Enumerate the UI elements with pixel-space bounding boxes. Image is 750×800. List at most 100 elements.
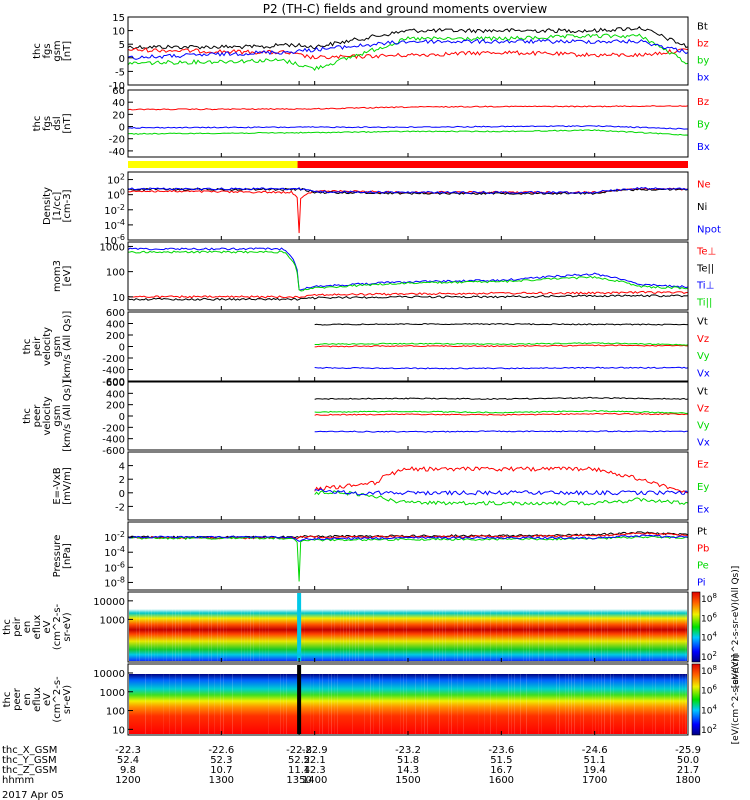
pressure-yticklabel-3: 10-8 — [104, 575, 125, 589]
peir_eflux-cbtick-3: 102 — [701, 650, 717, 663]
peir_eflux-stripe — [178, 609, 179, 661]
peer_velocity-yticklabel-0: -600 — [102, 446, 125, 457]
peir_eflux-stripe — [496, 609, 497, 661]
peir_velocity-yticklabel-3: 0 — [119, 343, 125, 354]
peer_eflux-stripe — [439, 674, 440, 734]
temperature-series-0 — [127, 290, 689, 299]
peer_eflux-stripe — [181, 674, 182, 734]
peir_velocity-frame — [127, 311, 689, 382]
peer_eflux-stripe — [334, 674, 335, 734]
mode-bar-segment-0 — [128, 161, 298, 168]
temperature-yticklabel-1: 100 — [106, 268, 125, 279]
peer_velocity-yticklabel-1: -400 — [102, 435, 125, 446]
peer_velocity-frame — [127, 381, 689, 451]
peir_eflux-stripe — [622, 609, 623, 661]
peer_eflux-stripe — [571, 674, 572, 734]
peer_eflux-stripe — [169, 674, 170, 734]
peer_velocity-series-1 — [314, 412, 689, 416]
peer_eflux-stripe — [478, 674, 479, 734]
temperature-yticklabel-0: 1000 — [100, 242, 125, 253]
peer_eflux-stripe — [592, 674, 593, 734]
xaxis-value-2-2: 11.4 — [288, 765, 310, 776]
peir_eflux-stripe — [247, 609, 248, 661]
peer_eflux-stripe — [448, 674, 449, 734]
peer_eflux-stripe — [145, 674, 146, 734]
peir_eflux-stripe — [439, 609, 440, 661]
fgs_dsl-yticklabel-2: 0 — [119, 123, 125, 134]
xaxis-value-0-5: -23.6 — [488, 745, 514, 756]
peir_eflux-stripe — [181, 609, 182, 661]
peir_eflux-stripe — [502, 609, 503, 661]
pressure-series-3 — [127, 534, 689, 542]
peir_eflux-stripe — [334, 609, 335, 661]
peir_eflux-stripe — [436, 609, 437, 661]
peer_eflux-stripe — [598, 674, 599, 734]
peer_eflux-stripe — [400, 674, 401, 734]
peir_eflux-stripe — [484, 609, 485, 661]
density-yticklabel-0: 102 — [107, 173, 125, 187]
fgs_gsm-series-3 — [127, 38, 689, 60]
pressure-frame — [127, 521, 689, 591]
efield-legend-2: Ex — [697, 505, 709, 516]
peer_eflux-ylabel-6: sr-eV) — [62, 685, 73, 714]
peer_velocity-yticklabel-2: -200 — [102, 423, 125, 434]
peir_eflux-yticklabel-0: 10000 — [93, 597, 125, 608]
fgs_dsl-yticklabel-3: 20 — [112, 110, 125, 121]
peer_eflux-stripe — [514, 674, 515, 734]
peir_eflux-ylabel-6: sr-eV) — [62, 612, 73, 641]
peer_eflux-stripe — [373, 674, 374, 734]
peer_eflux-stripe — [286, 674, 287, 734]
xaxis-rowlabel-0: thc_X_GSM — [2, 745, 57, 756]
peer_eflux-ylabel-3: eflux — [32, 687, 43, 712]
peir_eflux-stripe — [529, 609, 530, 661]
peir_eflux-spectrum — [129, 609, 687, 661]
peer_eflux-stripe — [379, 674, 380, 734]
pressure-legend-3: Pi — [697, 578, 706, 589]
peir_eflux-stripe — [262, 609, 263, 661]
peer_eflux-ylabel-2: en — [22, 693, 33, 706]
peir_eflux-stripe — [469, 609, 470, 661]
efield-ylabel-1: [mV/m] — [62, 467, 73, 505]
temperature-legend-2: Ti⊥ — [696, 281, 714, 292]
peir_eflux-stripe — [211, 609, 212, 661]
peer_eflux-stripe — [520, 674, 521, 734]
peir_velocity-ylabel-4: [km/s (All Qs)] — [62, 311, 73, 383]
peer_eflux-stripe — [328, 674, 329, 734]
peir_eflux-stripe — [454, 609, 455, 661]
peir_eflux-stripe — [637, 609, 638, 661]
peir_eflux-stripe — [358, 609, 359, 661]
peir_eflux-stripe — [346, 609, 347, 661]
peer_velocity-series-3 — [314, 430, 688, 433]
peir_eflux-stripe — [508, 609, 509, 661]
peer_eflux-stripe — [151, 674, 152, 734]
peir_eflux-stripe — [172, 609, 173, 661]
xaxis-value-2-5: 16.7 — [490, 765, 512, 776]
peir_eflux-stripe — [163, 609, 164, 661]
temperature-yticklabel-2: 10 — [112, 293, 125, 304]
fgs_gsm-series-1 — [127, 47, 689, 60]
peir_eflux-stripe — [673, 609, 674, 661]
peer_eflux-stripe — [313, 674, 314, 734]
xaxis-value-0-1: -22.6 — [208, 745, 234, 756]
peir_eflux-stripe — [457, 609, 458, 661]
xaxis-value-0-6: -24.6 — [582, 745, 608, 756]
peir_eflux-cblabel: [eV/(cm^2-s-sr-eV)(All Qs)] — [731, 566, 741, 689]
xaxis-rowlabel-3: hhmm — [2, 775, 34, 786]
peir_eflux-stripe — [202, 609, 203, 661]
fgs_dsl-ylabel-3: [nT] — [62, 113, 73, 133]
plot-title: P2 (TH-C) fields and ground moments over… — [263, 2, 548, 16]
fgs_dsl-legend-2: Bx — [697, 142, 710, 153]
xaxis-value-1-1: 52.3 — [210, 755, 232, 766]
temperature-legend-0: Te⊥ — [696, 247, 716, 258]
peir_eflux-stripe — [364, 609, 365, 661]
peer_eflux-stripe — [163, 674, 164, 734]
temperature-series-1 — [127, 294, 689, 301]
xaxis-value-3-0: 1200 — [115, 775, 140, 786]
peir_eflux-transition — [297, 593, 302, 661]
peer_eflux-stripe — [283, 674, 284, 734]
peir_eflux-colorbar — [691, 591, 701, 663]
peer_eflux-stripe — [583, 674, 584, 734]
peir_eflux-stripe — [166, 609, 167, 661]
fgs_gsm-yticklabel-5: 15 — [112, 13, 125, 24]
